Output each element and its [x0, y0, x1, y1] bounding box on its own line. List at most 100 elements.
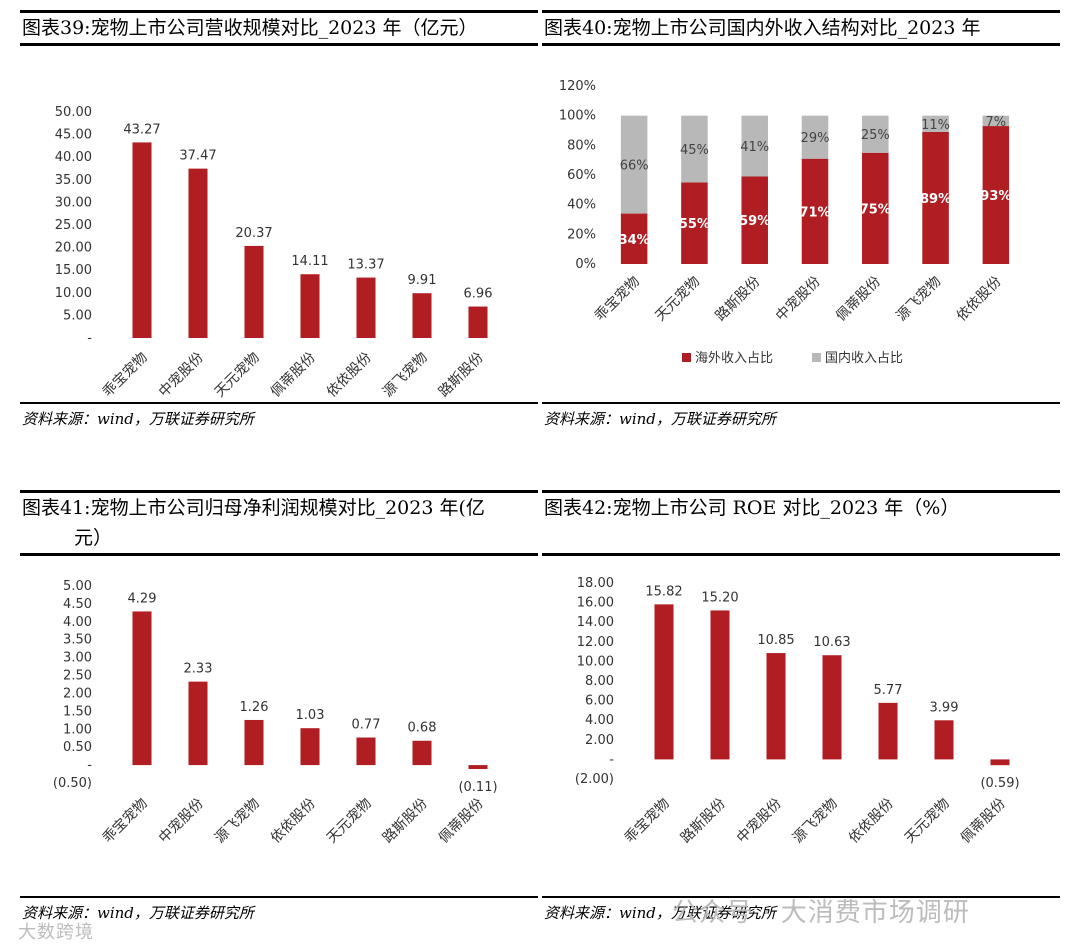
value-label: 10.63: [813, 635, 850, 650]
y-tick-label: (0.50): [53, 776, 92, 791]
bar-segment: [741, 115, 768, 177]
chart-revenue-structure: 0% 20% 40% 60% 80% 100% 120% 34% 66% 乖宝宠物 55% 45% 天元…: [559, 79, 1012, 366]
bar: [766, 653, 786, 760]
chart-revenue: - 5.00 10.00 15.00 20.00 25.00 30.00 35.00 40.00…: [55, 105, 493, 400]
y-tick-label: 0%: [575, 257, 596, 272]
category-label: 路斯股份: [380, 796, 431, 847]
bar: [468, 765, 488, 770]
category-label: 乖宝宠物: [592, 274, 643, 325]
category-label: 路斯股份: [436, 350, 487, 398]
segment-label: 7%: [986, 115, 1007, 130]
bar: [990, 759, 1010, 766]
panel-revenue: 图表39:宠物上市公司营收规模对比_2023 年（亿元） - 5.00 10.00 1…: [20, 10, 538, 429]
bar-segment: [862, 152, 889, 264]
title-rule: [542, 43, 1060, 46]
y-tick-label: 6.00: [585, 694, 614, 709]
y-tick-label: 20%: [567, 227, 596, 242]
source-note: 资料来源：wind，万联证券研究所: [544, 410, 776, 428]
y-tick-label: 40.00: [55, 150, 92, 165]
panel-revenue-structure: 图表40:宠物上市公司国内外收入结构对比_2023 年 0% 20% 40% 60% 8…: [542, 10, 1060, 429]
y-tick-label: 14.00: [577, 615, 614, 630]
legend-swatch: [682, 353, 691, 362]
category-label: 源飞宠物: [212, 796, 263, 847]
top-rule: [542, 10, 1060, 13]
y-tick-label: 60%: [567, 168, 596, 183]
source-note: 资料来源：wind，万联证券研究所: [544, 904, 776, 922]
source-note: 资料来源：wind，万联证券研究所: [22, 410, 254, 428]
value-label: 15.20: [701, 590, 738, 605]
bottom-rule: [20, 896, 538, 898]
bar-segment: [681, 182, 708, 264]
value-label: 15.82: [645, 584, 682, 599]
y-tick-label: -: [87, 331, 92, 346]
value-label: 5.77: [874, 683, 903, 698]
y-tick-label: 25.00: [55, 218, 92, 233]
y-tick-label: 2.50: [63, 669, 92, 684]
y-tick-label: 120%: [559, 79, 596, 94]
category-label: 依依股份: [846, 796, 897, 847]
segment-label: 59%: [739, 214, 770, 229]
legend-swatch: [812, 353, 821, 362]
y-tick-label: 1.00: [63, 722, 92, 737]
bar: [654, 604, 674, 760]
y-tick-label: -: [609, 752, 614, 767]
bar-segment: [801, 115, 829, 159]
bar: [300, 728, 320, 766]
category-label: 乖宝宠物: [100, 350, 151, 398]
y-tick-label: 10.00: [55, 286, 92, 301]
value-label: 37.47: [179, 149, 216, 164]
category-label: 源飞宠物: [893, 274, 944, 325]
bar: [412, 740, 432, 766]
category-label: 乖宝宠物: [622, 796, 673, 847]
segment-label: 55%: [679, 217, 710, 232]
panel-net-profit: 图表41:宠物上市公司归母净利润规模对比_2023 年(亿 元） (0.50) -…: [20, 490, 538, 923]
category-label: 路斯股份: [678, 796, 729, 847]
top-rule: [542, 490, 1060, 493]
category-label: 天元宠物: [652, 274, 703, 325]
bar-segment: [982, 126, 1010, 264]
category-label: 中宠股份: [156, 350, 207, 398]
value-label: 14.11: [291, 254, 328, 269]
category-label: 佩蒂股份: [833, 274, 884, 325]
y-tick-label: 20.00: [55, 241, 92, 256]
top-rule: [20, 490, 538, 493]
y-tick-label: 12.00: [577, 635, 614, 650]
value-label: 6.96: [464, 287, 493, 302]
y-tick-label: 40%: [567, 198, 596, 213]
bar: [188, 681, 208, 766]
bar: [710, 610, 730, 760]
bar-segment: [922, 131, 949, 264]
legend-label: 海外收入占比: [695, 351, 773, 366]
y-tick-label: 8.00: [585, 674, 614, 689]
segment-label: 89%: [920, 192, 951, 207]
y-tick-label: -: [87, 758, 92, 773]
category-label: 中宠股份: [734, 796, 785, 847]
chart-title: 图表39:宠物上市公司营收规模对比_2023 年（亿元）: [22, 17, 478, 39]
bottom-rule: [542, 896, 1060, 898]
category-label: 依依股份: [268, 796, 319, 847]
bar: [356, 737, 376, 766]
y-tick-label: 45.00: [55, 128, 92, 143]
chart-title: 图表41:宠物上市公司归母净利润规模对比_2023 年(亿: [22, 497, 485, 519]
y-tick-label: 80%: [567, 138, 596, 153]
bar-segment: [741, 176, 768, 264]
value-label: 1.03: [296, 708, 325, 723]
bar-segment: [862, 115, 889, 153]
value-label: 1.26: [240, 700, 269, 715]
bottom-rule: [542, 402, 1060, 404]
bar-segment: [620, 213, 648, 264]
y-tick-label: 4.00: [585, 713, 614, 728]
segment-label: 29%: [801, 131, 830, 146]
y-tick-label: 10.00: [577, 654, 614, 669]
segment-label: 41%: [740, 140, 769, 155]
y-tick-label: 16.00: [577, 596, 614, 611]
segment-label: 45%: [680, 143, 709, 158]
bar-segment: [801, 158, 829, 264]
bar: [468, 306, 488, 338]
bar: [188, 168, 208, 338]
y-tick-label: 5.00: [63, 579, 92, 594]
watermark-left: 大数跨境: [18, 922, 94, 943]
y-tick-label: 35.00: [55, 173, 92, 188]
y-tick-label: 1.50: [63, 704, 92, 719]
bar: [356, 277, 376, 338]
